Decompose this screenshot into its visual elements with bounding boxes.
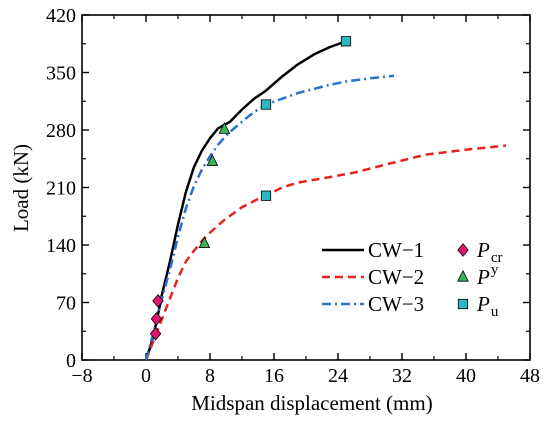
legend-label-3: CW−3 <box>368 292 424 316</box>
y-tick-label: 350 <box>46 63 76 85</box>
legend-marker-subscript: u <box>491 304 499 320</box>
y-tick-label: 280 <box>46 120 76 142</box>
x-tick-label: 16 <box>264 365 284 387</box>
marker-layer <box>149 36 352 341</box>
legend-marker-2 <box>457 269 469 282</box>
legend-marker-subscript: cr <box>491 250 503 266</box>
x-tick-label: 48 <box>520 365 540 387</box>
legend-marker-subscript: y <box>491 262 499 278</box>
y-tick-label: 140 <box>46 235 76 257</box>
x-tick-label: 0 <box>141 365 151 387</box>
p-cr-marker <box>150 312 163 326</box>
series-layer <box>144 40 507 361</box>
legend-marker-label-3: Pu <box>476 292 499 320</box>
legend-marker-label-1: Pcr <box>476 238 502 266</box>
y-axis-ticks: 0 70 140 210 280 350 420 <box>46 5 530 372</box>
x-tick-label: 8 <box>205 365 215 387</box>
p-u-marker <box>260 99 272 110</box>
x-axis-title: Midspan displacement (mm) <box>191 391 432 415</box>
x-tick-label: 24 <box>328 365 348 387</box>
legend-marker-1 <box>457 243 469 257</box>
series-line-2 <box>144 144 507 361</box>
y-tick-label: 420 <box>46 5 76 27</box>
y-axis-title: Load (kN) <box>9 144 33 232</box>
legend-label-1: CW−1 <box>368 238 424 262</box>
y-tick-label: 210 <box>46 178 76 200</box>
series-line-3 <box>144 74 395 361</box>
series-line-1 <box>144 40 347 361</box>
x-axis-ticks: −8 0 8 16 24 32 40 48 <box>71 15 540 387</box>
p-cr-marker <box>152 294 164 308</box>
p-cr-marker <box>149 326 162 341</box>
legend-marker-label-2: Py <box>476 262 499 289</box>
p-u-marker <box>260 190 272 201</box>
p-y-marker <box>206 154 219 166</box>
legend-marker-symbol: P <box>476 238 490 262</box>
x-tick-label: 40 <box>456 365 476 387</box>
legend-marker-symbol: P <box>476 265 490 289</box>
p-u-marker <box>340 36 352 47</box>
x-tick-label: −8 <box>71 365 92 387</box>
y-tick-label: 0 <box>66 350 76 372</box>
legend-marker-3 <box>457 298 469 310</box>
p-y-marker <box>198 236 211 248</box>
y-tick-label: 70 <box>56 293 76 315</box>
p-y-marker <box>218 122 231 134</box>
legend-label-2: CW−2 <box>368 265 424 289</box>
x-tick-label: 32 <box>392 365 412 387</box>
legend-marker-symbol: P <box>476 292 490 316</box>
